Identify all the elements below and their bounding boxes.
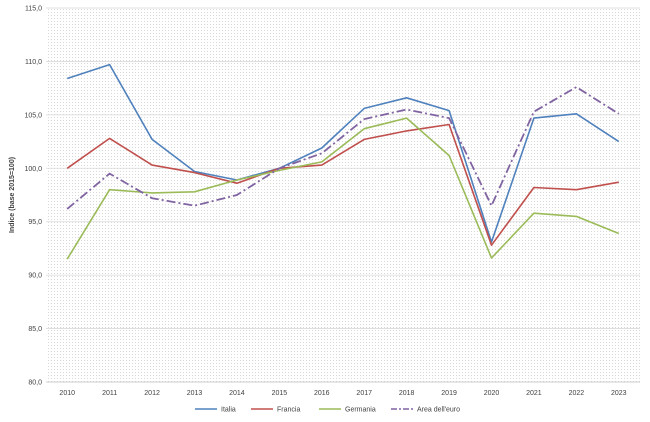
x-tick-label: 2018 <box>399 390 415 397</box>
x-tick-label: 2013 <box>187 390 203 397</box>
x-tick-label: 2015 <box>272 390 288 397</box>
legend-label: Area dell'euro <box>417 407 460 414</box>
plot-area <box>46 8 640 382</box>
x-tick-label: 2019 <box>441 390 457 397</box>
x-tick-label: 2016 <box>314 390 330 397</box>
legend: Italia Francia Germania Area dell'euro <box>195 407 460 414</box>
legend-label: Francia <box>277 407 300 414</box>
legend-label: Italia <box>221 407 236 414</box>
y-tick-label: 105,0 <box>24 112 42 119</box>
series-line <box>66 63 620 243</box>
x-axis-ticks: 2010 2011 2012 2013 2014 2015 2016 2017 2018 2019… <box>59 390 626 397</box>
y-tick-label: 110,0 <box>25 59 42 66</box>
x-tick-label: 2021 <box>526 390 542 397</box>
x-tick-label: 2011 <box>102 390 117 397</box>
series-line <box>66 117 620 260</box>
x-tick-label: 2022 <box>569 390 585 397</box>
y-tick-label: 95,0 <box>28 219 42 226</box>
series-line <box>66 123 619 246</box>
y-tick-label: 80,0 <box>28 380 42 387</box>
x-tick-label: 2017 <box>356 390 372 397</box>
x-tick-label: 2012 <box>144 390 160 397</box>
x-tick-label: 2023 <box>611 390 627 397</box>
x-tick-label: 2010 <box>59 390 75 397</box>
series-line <box>66 86 620 210</box>
series-group <box>66 63 620 260</box>
legend-label: Germania <box>345 407 376 414</box>
gridlines <box>46 7 640 329</box>
y-tick-label: 100,0 <box>24 166 42 173</box>
y-tick-label: 90,0 <box>28 273 42 280</box>
y-axis-ticks: 80,0 85,0 90,0 95,0 100,0 105,0 110,0 115,0 <box>24 6 42 387</box>
y-axis-label: Indice (base 2015=100) <box>9 157 16 233</box>
x-tick-label: 2014 <box>229 390 245 397</box>
y-tick-label: 85,0 <box>28 326 42 333</box>
y-tick-label: 115,0 <box>25 6 42 13</box>
x-tick-label: 2020 <box>484 390 500 397</box>
